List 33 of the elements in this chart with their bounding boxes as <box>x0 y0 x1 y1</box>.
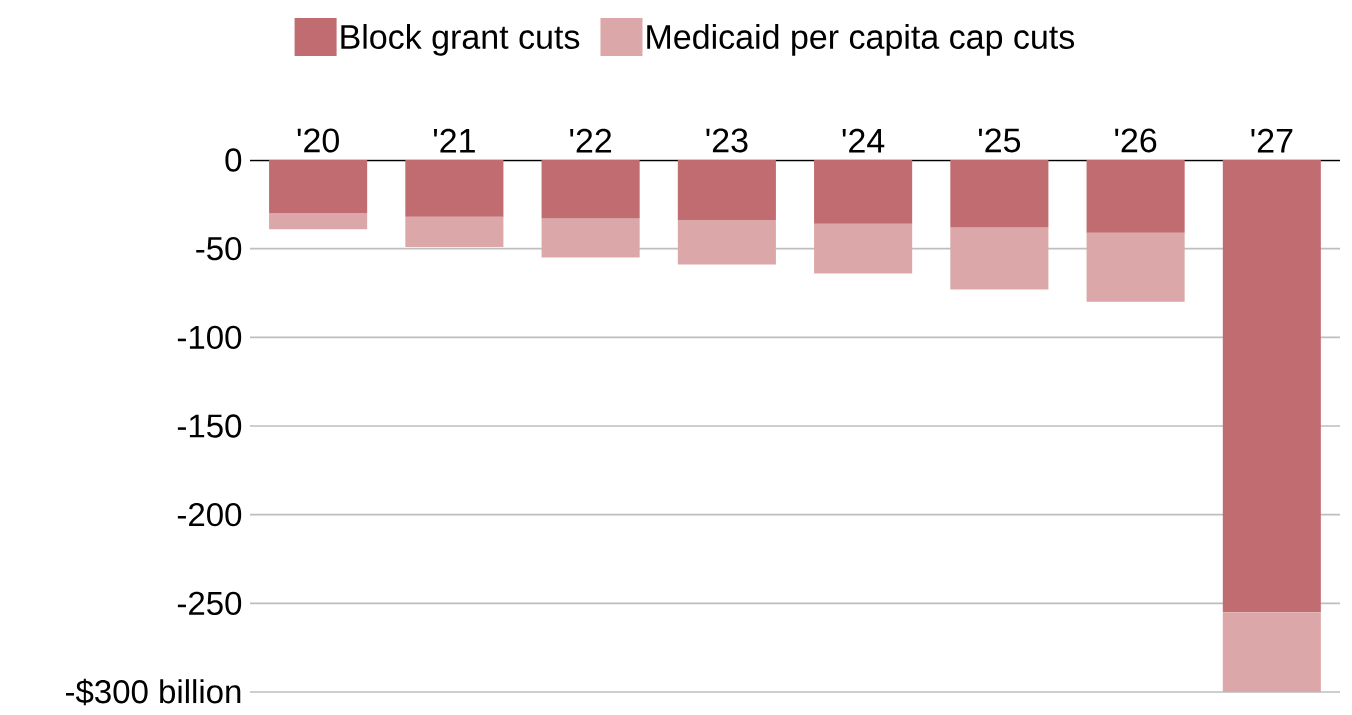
y-tick-label: -100 <box>177 325 242 350</box>
bar <box>950 227 1049 290</box>
legend-label: Block grant cuts <box>341 24 580 56</box>
bar <box>541 160 640 219</box>
y-tick-label: -200 <box>177 502 242 527</box>
bar <box>405 160 504 217</box>
y-tick-label: -$300 billion <box>65 678 241 706</box>
bar <box>405 216 504 247</box>
bar <box>1086 232 1185 302</box>
y-tick-label: -250 <box>177 591 242 616</box>
bar <box>1222 160 1321 613</box>
x-tick-label: '23 <box>706 128 748 153</box>
x-tick-label: '21 <box>433 128 475 153</box>
bar <box>677 220 776 265</box>
bar <box>814 160 913 224</box>
y-tick-label: -50 <box>196 236 242 261</box>
bar <box>814 223 913 274</box>
x-tick-label: '25 <box>978 128 1021 153</box>
bar <box>1086 160 1185 233</box>
x-tick-label: '24 <box>842 128 885 153</box>
bar <box>269 160 368 214</box>
bar <box>269 213 368 230</box>
y-tick-label: 0 <box>225 148 242 172</box>
bar <box>677 160 776 221</box>
x-tick-label: '22 <box>570 128 612 153</box>
bar <box>541 218 640 258</box>
legend-label: Medicaid per capita cap cuts <box>647 24 1075 56</box>
x-tick-label: '26 <box>1115 128 1157 153</box>
bar <box>1222 612 1321 692</box>
bar <box>950 160 1049 228</box>
y-tick-label: -150 <box>177 414 242 438</box>
x-tick-label: '20 <box>297 128 339 153</box>
x-tick-label: '27 <box>1251 128 1293 153</box>
